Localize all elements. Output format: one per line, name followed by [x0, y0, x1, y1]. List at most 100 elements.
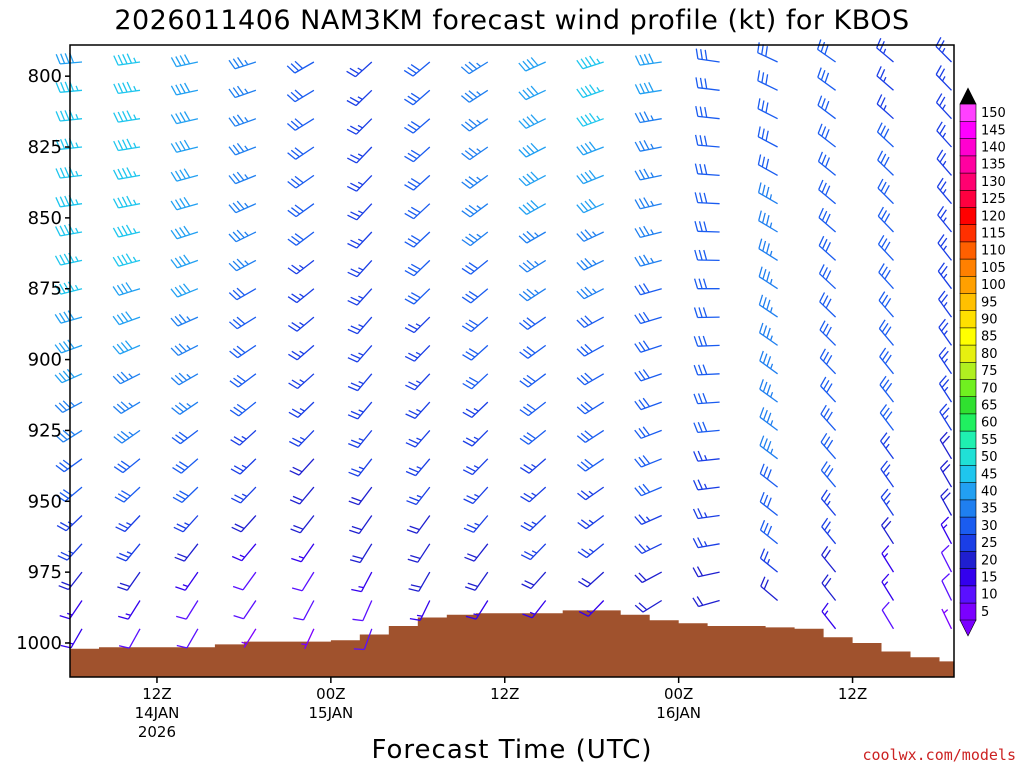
- wind-barb: [463, 486, 489, 505]
- wind-barb: [577, 514, 605, 530]
- wind-barb: [759, 435, 778, 460]
- wind-barb: [692, 596, 720, 608]
- wind-barb: [634, 311, 662, 325]
- wind-barb: [228, 229, 257, 243]
- wind-barb: [173, 515, 199, 533]
- wind-barb: [301, 628, 315, 650]
- wind-barb: [349, 515, 373, 535]
- wind-barb: [935, 93, 952, 120]
- colorbar-label: 35: [981, 502, 998, 517]
- wind-barb: [404, 146, 431, 163]
- wind-barb: [230, 458, 257, 475]
- plot-frame: [69, 44, 955, 678]
- wind-barb: [117, 571, 141, 591]
- wind-barb: [694, 192, 720, 205]
- y-tick-label: 825: [28, 137, 62, 158]
- wind-barb: [228, 171, 257, 185]
- wind-barb: [576, 198, 604, 214]
- colorbar-label: 150: [981, 106, 1006, 121]
- wind-barb: [577, 486, 605, 501]
- wind-barb: [519, 401, 547, 417]
- colorbar-max-arrow: [959, 87, 977, 105]
- colorbar-segment: [959, 344, 977, 363]
- wind-barb: [821, 546, 837, 573]
- wind-barb: [408, 571, 431, 592]
- wind-barb: [820, 404, 837, 431]
- wind-barb: [695, 48, 720, 63]
- colorbar-segment: [959, 361, 977, 380]
- wind-barb: [233, 600, 257, 620]
- colorbar-min-arrow: [959, 619, 977, 637]
- wind-barb: [820, 376, 837, 403]
- wind-barb: [817, 123, 836, 148]
- wind-barb: [940, 488, 953, 516]
- wind-barb: [346, 61, 373, 78]
- wind-barb: [694, 163, 720, 177]
- wind-barb: [877, 150, 894, 176]
- colorbar-label: 135: [981, 158, 1006, 173]
- wind-barb: [347, 401, 373, 420]
- wind-barb: [877, 178, 894, 205]
- y-tick-label: 800: [28, 66, 62, 87]
- wind-barb: [231, 543, 257, 562]
- wind-barb: [693, 450, 720, 462]
- wind-barb: [170, 225, 199, 240]
- wind-barb: [404, 203, 431, 220]
- wind-barb: [347, 259, 373, 278]
- wind-barb: [520, 486, 547, 503]
- wind-barb: [228, 114, 257, 127]
- wind-barb: [576, 257, 604, 271]
- wind-barb: [821, 602, 837, 630]
- wind-barb: [54, 400, 83, 413]
- wind-barb: [521, 571, 547, 590]
- wind-barb: [634, 426, 662, 439]
- terrain-layer: [70, 610, 954, 677]
- wind-barb: [170, 343, 199, 356]
- wind-barb: [59, 600, 83, 620]
- wind-barb: [819, 320, 837, 346]
- wind-barb: [409, 600, 431, 621]
- wind-barb: [170, 196, 199, 211]
- y-tick-label: 975: [28, 562, 62, 583]
- wind-barb: [404, 316, 431, 334]
- wind-barb: [287, 288, 315, 304]
- wind-barb: [113, 138, 141, 152]
- x-tick-label: 12Z: [142, 685, 171, 703]
- wind-barb: [462, 401, 489, 418]
- wind-barb: [460, 89, 489, 103]
- wind-barb: [112, 311, 141, 326]
- wind-barb: [634, 111, 662, 124]
- wind-barb: [113, 429, 141, 444]
- wind-barb: [461, 203, 489, 218]
- colorbar-label: 40: [981, 485, 998, 500]
- wind-barb: [171, 429, 199, 445]
- wind-barb: [693, 278, 720, 290]
- wind-barb: [288, 373, 315, 390]
- wind-barb: [758, 294, 778, 318]
- wind-barb: [113, 458, 141, 474]
- wind-barb: [937, 205, 953, 233]
- wind-barb: [578, 600, 605, 617]
- colorbar-segment: [959, 292, 977, 312]
- colorbar-segment: [959, 258, 977, 277]
- wind-barb: [634, 543, 662, 554]
- wind-barb: [462, 429, 489, 447]
- colorbar-label: 70: [981, 381, 998, 396]
- wind-barb: [55, 109, 83, 122]
- wind-barb: [54, 339, 83, 354]
- wind-barb: [940, 544, 953, 573]
- wind-barb: [112, 340, 141, 355]
- wind-barb: [694, 134, 720, 148]
- y-axis: 800 825 850 875 900 925 950 975 1000: [16, 66, 70, 654]
- wind-barb: [877, 206, 894, 233]
- colorbar-segment: [959, 413, 977, 432]
- wind-barb: [817, 95, 836, 120]
- colorbar-label: 45: [981, 467, 998, 482]
- wind-barb: [634, 225, 662, 239]
- wind-barb: [693, 307, 720, 319]
- wind-barb: [692, 537, 720, 549]
- colorbar-segment: [959, 310, 977, 329]
- wind-barb: [938, 290, 953, 318]
- wind-barb: [348, 458, 373, 477]
- wind-barb: [817, 67, 836, 91]
